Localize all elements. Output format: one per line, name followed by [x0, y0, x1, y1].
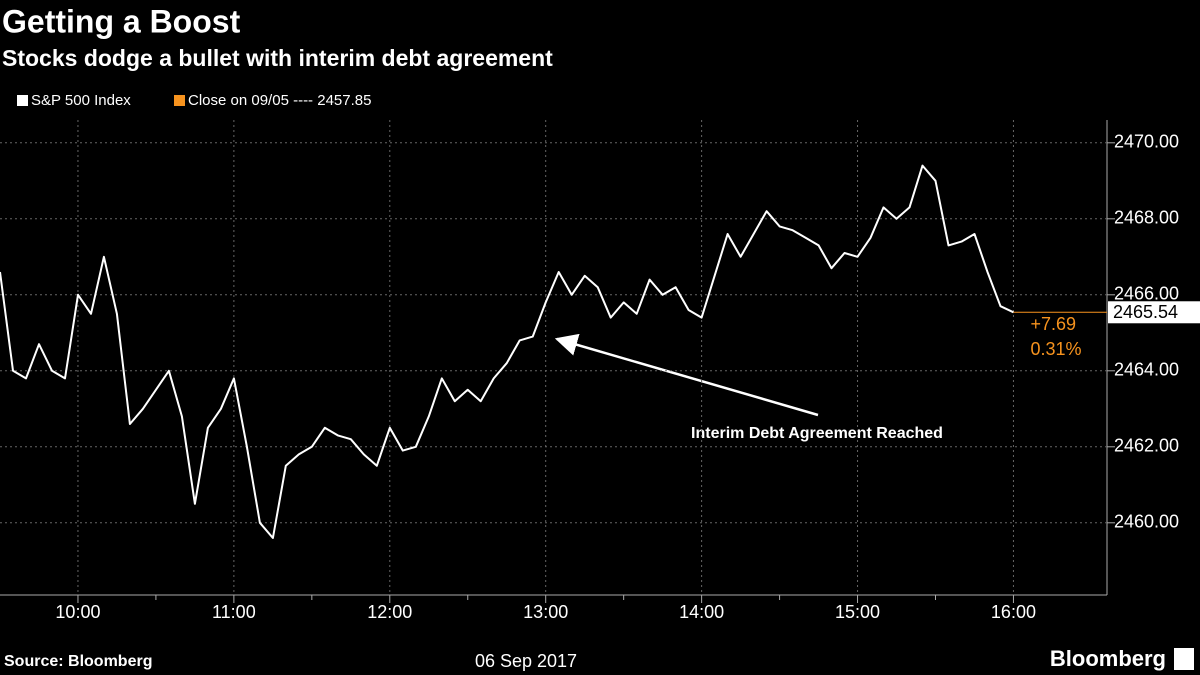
y-tick-label: 2470.00: [1114, 132, 1179, 152]
last-value-label: 2465.54: [1113, 302, 1178, 322]
x-tick-label: 14:00: [679, 602, 724, 622]
chart-subtitle: Stocks dodge a bullet with interim debt …: [2, 45, 553, 71]
legend: S&P 500 Index Close on 09/05 ---- 2457.8…: [17, 92, 371, 109]
legend-label: Close on 09/05 ---- 2457.85: [188, 92, 371, 109]
legend-swatch: [174, 95, 185, 106]
x-axis-label: 06 Sep 2017: [475, 651, 577, 671]
change-label: +7.69: [1030, 314, 1076, 334]
brand: Bloomberg: [1050, 646, 1166, 671]
y-tick-label: 2460.00: [1114, 512, 1179, 532]
legend-value: 2457.85: [317, 92, 371, 109]
annotation-arrow: [554, 333, 819, 417]
y-tick-label: 2464.00: [1114, 360, 1179, 380]
plot-area: [0, 120, 1115, 603]
y-tick-label: 2462.00: [1114, 436, 1179, 456]
y-tick-label: 2466.00: [1114, 284, 1179, 304]
x-tick-label: 16:00: [991, 602, 1036, 622]
change-pct-label: 0.31%: [1030, 339, 1081, 359]
x-tick-label: 15:00: [835, 602, 880, 622]
legend-swatch: [17, 95, 28, 106]
x-tick-label: 11:00: [212, 602, 256, 622]
chart-title: Getting a Boost: [2, 3, 241, 39]
legend-label: Close on 09/05 ----: [188, 92, 313, 109]
x-tick-label: 13:00: [523, 602, 568, 622]
last-value-box: [1108, 301, 1200, 324]
brand-icon: [1174, 648, 1194, 670]
line: [0, 164, 1014, 539]
y-tick-label: 2468.00: [1114, 208, 1179, 228]
x-tick-label: 12:00: [367, 602, 412, 622]
source: Source: Bloomberg: [4, 653, 152, 670]
annotation: Interim Debt Agreement Reached: [691, 425, 943, 442]
legend-label: S&P 500 Index: [31, 92, 131, 109]
x-tick-label: 10:00: [55, 602, 100, 622]
